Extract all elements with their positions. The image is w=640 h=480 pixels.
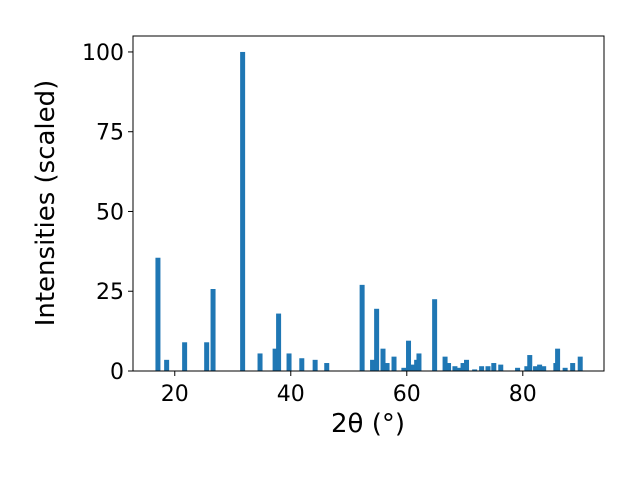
- bar: [498, 364, 504, 371]
- bar: [312, 359, 318, 371]
- bar: [464, 359, 470, 371]
- x-tick-label: 40: [277, 382, 305, 407]
- x-tick-label: 80: [509, 382, 537, 407]
- bar: [164, 359, 170, 371]
- plot-frame: [132, 35, 605, 372]
- bar: [541, 366, 547, 371]
- bar: [410, 364, 416, 371]
- bar: [533, 366, 539, 371]
- y-tick-label: 75: [96, 121, 124, 146]
- bar: [432, 299, 438, 371]
- bar: [374, 308, 380, 371]
- bar: [380, 348, 386, 371]
- bar: [577, 356, 583, 371]
- bar: [384, 363, 390, 371]
- bar: [472, 369, 478, 371]
- bar: [286, 353, 292, 371]
- bar: [527, 355, 533, 371]
- bar: [460, 363, 466, 371]
- y-tick-label: 0: [110, 360, 124, 385]
- bar: [401, 367, 407, 371]
- bar: [406, 340, 412, 371]
- bar: [416, 353, 422, 371]
- bar: [370, 359, 376, 371]
- bar: [442, 356, 448, 371]
- bar: [210, 289, 216, 371]
- bar: [537, 364, 543, 371]
- x-tick-label: 20: [161, 382, 189, 407]
- bar: [272, 348, 278, 371]
- bar: [182, 342, 188, 371]
- bar: [479, 366, 485, 371]
- bar: [515, 367, 521, 371]
- bar: [359, 284, 365, 371]
- y-axis-label: Intensities (scaled): [31, 80, 61, 327]
- bar: [299, 358, 305, 371]
- bar: [276, 313, 282, 371]
- bar: [457, 367, 463, 371]
- bar: [204, 342, 210, 371]
- bar: [524, 366, 530, 371]
- y-tick-label: 25: [96, 280, 124, 305]
- x-tick-label: 60: [393, 382, 421, 407]
- bar: [240, 51, 246, 371]
- bar: [485, 366, 491, 371]
- bar: [446, 363, 452, 371]
- y-tick-label: 50: [96, 200, 124, 225]
- bar: [570, 363, 576, 371]
- bar: [555, 348, 561, 371]
- x-axis-label: 2θ (°): [331, 409, 405, 439]
- bar: [324, 363, 330, 371]
- bar: [391, 356, 397, 371]
- y-tick-label: 100: [82, 41, 124, 66]
- bar: [452, 366, 458, 371]
- bar: [257, 353, 263, 371]
- bar: [491, 363, 497, 371]
- bar: [155, 257, 161, 371]
- bar: [562, 367, 568, 371]
